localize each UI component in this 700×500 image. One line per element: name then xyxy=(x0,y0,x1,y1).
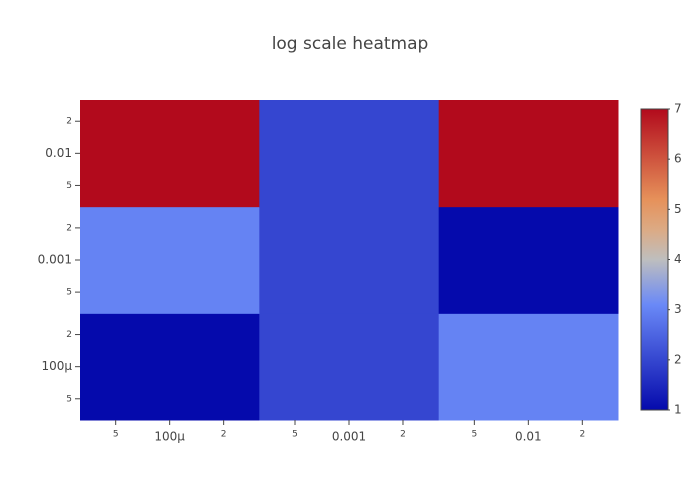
colorbar-tick-label: 1 xyxy=(674,403,682,417)
y-tick-label: 2 xyxy=(66,223,72,233)
x-tick-label: 2 xyxy=(579,430,585,440)
x-tick-label: 100μ xyxy=(154,430,185,444)
colorbar-tick-label: 5 xyxy=(674,202,682,216)
colorbar-tick-label: 3 xyxy=(674,302,682,316)
y-tick-label: 0.01 xyxy=(45,146,72,160)
chart-title: log scale heatmap xyxy=(272,34,429,54)
x-tick-label: 5 xyxy=(471,430,477,440)
colorbar xyxy=(640,108,669,411)
y-tick-label: 2 xyxy=(66,330,72,340)
heatmap-cell xyxy=(438,206,619,314)
x-tick-label: 0.01 xyxy=(515,430,542,444)
heatmap-cell xyxy=(438,313,619,421)
x-tick-label: 5 xyxy=(113,430,119,440)
colorbar-tick-label: 6 xyxy=(674,152,682,166)
heatmap-cell xyxy=(79,206,260,314)
heatmap-cell xyxy=(259,206,440,314)
heatmap-cell xyxy=(438,100,619,208)
y-tick-label: 100μ xyxy=(41,359,72,373)
x-tick-label: 2 xyxy=(400,430,406,440)
heatmap-cell xyxy=(79,100,260,208)
colorbar-tick-label: 4 xyxy=(674,252,682,266)
y-tick-label: 0.001 xyxy=(38,253,72,267)
y-tick-label: 5 xyxy=(66,181,72,191)
colorbar-tick-label: 2 xyxy=(674,352,682,366)
x-tick-label: 0.001 xyxy=(332,430,366,444)
heatmap-cell xyxy=(79,313,260,421)
x-tick-label: 2 xyxy=(221,430,227,440)
x-tick-label: 5 xyxy=(292,430,298,440)
y-tick-label: 5 xyxy=(66,288,72,298)
colorbar-tick-label: 7 xyxy=(674,102,682,116)
y-tick-label: 5 xyxy=(66,394,72,404)
heatmap-cell xyxy=(259,100,440,208)
y-tick-label: 2 xyxy=(66,117,72,127)
heatmap-cell xyxy=(259,313,440,421)
